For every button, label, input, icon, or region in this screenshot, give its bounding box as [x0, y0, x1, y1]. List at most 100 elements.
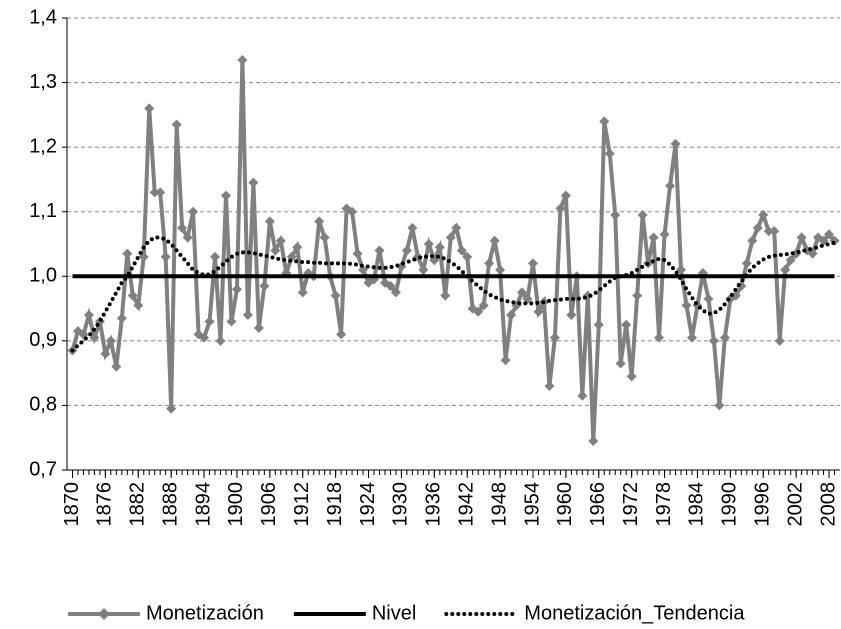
data-point: [500, 355, 511, 366]
x-tick-label: 1996: [752, 482, 774, 527]
data-point: [478, 300, 489, 311]
data-point: [456, 245, 467, 256]
data-point: [111, 361, 122, 372]
data-point: [451, 222, 462, 233]
data-point: [714, 400, 725, 411]
data-point: [741, 258, 752, 269]
x-tick-label: 1942: [455, 482, 477, 527]
data-point: [824, 229, 835, 240]
y-tick-label: 1,3: [29, 71, 57, 93]
data-point: [763, 226, 774, 237]
y-tick-label: 0,7: [29, 458, 57, 480]
data-point: [495, 264, 506, 275]
series-line: [70, 59, 837, 442]
x-tick-label: 2002: [784, 482, 806, 527]
data-point: [347, 206, 358, 217]
data-point: [259, 280, 270, 291]
data-point: [665, 180, 676, 191]
y-tick-label: 1,1: [29, 200, 57, 222]
x-tick-label: 1978: [653, 482, 675, 527]
data-point: [506, 310, 517, 321]
data-point: [105, 335, 116, 346]
data-point: [314, 216, 325, 227]
data-point: [577, 390, 588, 401]
x-tick-label: 1912: [291, 482, 313, 527]
data-point: [648, 232, 659, 243]
data-point: [522, 293, 533, 304]
data-point: [654, 332, 665, 343]
data-point: [122, 248, 133, 259]
x-tick-label: 1882: [127, 482, 149, 527]
data-point: [352, 248, 363, 259]
x-tick-label: 1930: [390, 482, 412, 527]
data-point: [588, 435, 599, 446]
x-tick-label: 1966: [587, 482, 609, 527]
data-point: [177, 222, 188, 233]
legend-label: Monetización_Tendencia: [524, 602, 745, 624]
data-point: [226, 316, 237, 327]
x-tick-label: 1876: [94, 482, 116, 527]
data-point: [796, 232, 807, 243]
y-tick-label: 1,0: [29, 265, 57, 287]
data-point: [440, 290, 451, 301]
data-point: [549, 332, 560, 343]
data-point: [418, 264, 429, 275]
x-tick-label: 1924: [357, 482, 379, 527]
series-line: [70, 235, 837, 353]
data-point: [149, 187, 160, 198]
data-point: [248, 177, 259, 188]
data-point: [615, 358, 626, 369]
data-point: [215, 335, 226, 346]
data-point: [253, 322, 264, 333]
x-tick-label: 1894: [192, 482, 214, 527]
data-point: [390, 287, 401, 298]
x-tick-label: 1888: [159, 482, 181, 527]
data-point: [319, 232, 330, 243]
data-point: [358, 264, 369, 275]
data-point: [210, 251, 221, 262]
data-point: [133, 300, 144, 311]
data-point: [237, 54, 248, 65]
legend-label: Monetización: [146, 602, 264, 624]
data-point: [730, 290, 741, 301]
data-point: [270, 245, 281, 256]
data-point: [144, 103, 155, 114]
data-point: [807, 248, 818, 259]
data-point: [681, 300, 692, 311]
legend-label: Nivel: [372, 602, 416, 624]
data-point: [220, 190, 231, 201]
data-point: [670, 138, 681, 149]
data-point: [610, 209, 621, 220]
data-point: [626, 371, 637, 382]
data-point: [780, 264, 791, 275]
x-tick-label: 1990: [719, 482, 741, 527]
data-point: [489, 235, 500, 246]
data-point: [330, 290, 341, 301]
data-point: [401, 245, 412, 256]
data-point: [560, 190, 571, 201]
x-tick-label: 1948: [488, 482, 510, 527]
data-point: [434, 242, 445, 253]
data-point: [407, 222, 418, 233]
x-tick-label: 1954: [521, 482, 543, 527]
data-point: [484, 258, 495, 269]
x-tick-label: 2008: [817, 482, 839, 527]
y-tick-label: 0,9: [29, 329, 57, 351]
y-tick-label: 1,4: [29, 6, 57, 28]
x-tick-label: 1870: [61, 482, 83, 527]
data-point: [593, 319, 604, 330]
data-point: [336, 329, 347, 340]
data-point: [204, 316, 215, 327]
data-point: [297, 287, 308, 298]
y-tick-label: 0,8: [29, 394, 57, 416]
y-tick-label: 1,2: [29, 135, 57, 157]
data-point: [752, 222, 763, 233]
data-point: [292, 242, 303, 253]
data-point: [160, 251, 171, 262]
data-point: [83, 310, 94, 321]
data-point: [264, 216, 275, 227]
data-point: [774, 335, 785, 346]
data-point: [473, 306, 484, 317]
data-point: [708, 335, 719, 346]
data-point: [385, 280, 396, 291]
